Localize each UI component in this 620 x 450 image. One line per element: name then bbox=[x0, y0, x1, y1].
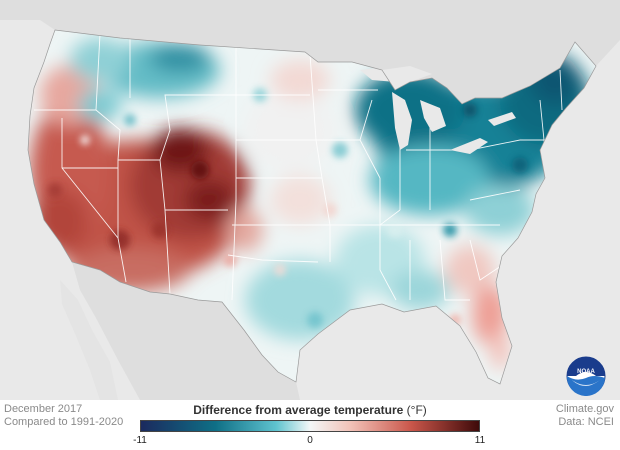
temperature-anomaly-map bbox=[0, 0, 620, 400]
legend-title-text: Difference from average temperature bbox=[193, 403, 404, 417]
lake-michigan bbox=[392, 92, 412, 150]
legend-unit: (°F) bbox=[406, 403, 427, 417]
legend-color-bar bbox=[140, 420, 480, 432]
surrounding-land bbox=[0, 0, 620, 400]
legend-min-label: -11 bbox=[133, 435, 147, 446]
period-label: December 2017 bbox=[4, 403, 83, 415]
baseline-label: Compared to 1991-2020 bbox=[4, 416, 124, 428]
lake-erie bbox=[450, 138, 488, 154]
noaa-logo: NOAA bbox=[566, 356, 606, 396]
legend-mid-label: 0 bbox=[307, 435, 313, 446]
source-org: Climate.gov bbox=[555, 403, 614, 415]
legend-max-label: 11 bbox=[474, 435, 486, 446]
map-area bbox=[0, 0, 620, 400]
lake-huron bbox=[420, 100, 446, 132]
source-data: Data: NCEI bbox=[558, 416, 614, 428]
lake-ontario bbox=[488, 112, 516, 126]
legend-title: Difference from average temperature (°F) bbox=[140, 403, 480, 417]
noaa-logo-text: NOAA bbox=[577, 369, 595, 375]
